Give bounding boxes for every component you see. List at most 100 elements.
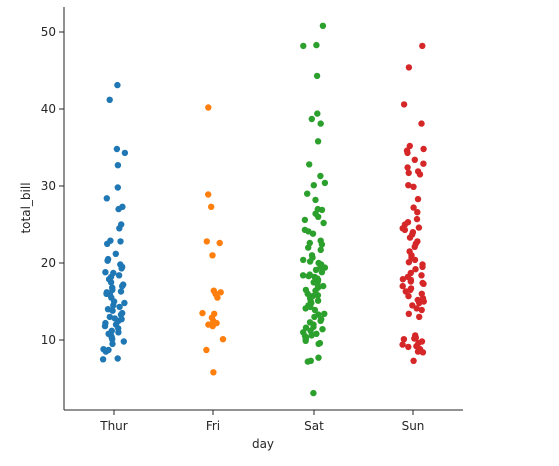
- data-point-thur: [103, 195, 111, 202]
- data-point-sun: [420, 280, 427, 287]
- data-point-thur: [115, 329, 122, 336]
- data-point-sun: [405, 343, 412, 351]
- data-point-sun: [407, 278, 414, 285]
- data-point-sat: [315, 213, 322, 220]
- data-point-sun: [400, 336, 408, 343]
- data-point-sat: [308, 115, 315, 123]
- data-point-sat: [317, 120, 324, 127]
- data-point-thur: [121, 149, 129, 157]
- data-point-sat: [302, 324, 310, 331]
- data-point-sat: [318, 206, 326, 214]
- data-point-sat: [317, 317, 324, 324]
- data-point-fri: [216, 239, 223, 247]
- data-point-sat: [314, 297, 322, 304]
- data-point-thur: [107, 279, 115, 286]
- data-point-thur: [119, 282, 126, 290]
- data-point-thur: [118, 265, 125, 272]
- data-point-sun: [411, 156, 418, 163]
- x-tick-label: Sat: [304, 419, 324, 433]
- data-point-thur: [121, 299, 128, 307]
- data-point-sat: [312, 266, 320, 274]
- data-point-thur: [114, 184, 122, 191]
- data-point-sun: [411, 256, 419, 264]
- data-point-fri: [214, 294, 221, 301]
- data-point-sat: [321, 179, 329, 187]
- data-point-thur: [116, 225, 123, 232]
- data-point-sun: [419, 349, 427, 356]
- data-point-sat: [311, 306, 319, 314]
- data-point-thur: [115, 205, 122, 213]
- data-point-thur: [109, 340, 116, 348]
- data-point-sat: [314, 110, 321, 117]
- data-point-fri: [203, 238, 210, 245]
- data-point-sat: [315, 354, 322, 361]
- data-point-thur: [106, 313, 114, 321]
- data-point-sat: [300, 256, 307, 264]
- data-point-sun: [405, 182, 412, 189]
- data-point-sun: [414, 348, 422, 355]
- data-point-sun: [410, 204, 417, 211]
- data-point-sat: [318, 269, 326, 276]
- data-point-sat: [313, 72, 321, 80]
- y-tick-label: 10: [41, 333, 56, 347]
- data-point-sat: [315, 340, 322, 348]
- data-point-sat: [301, 216, 309, 224]
- data-point-sun: [414, 195, 422, 203]
- data-point-sun: [412, 266, 419, 273]
- data-point-sat: [306, 161, 313, 168]
- y-axis-ticks: 10 20 30 40 50: [41, 25, 64, 347]
- x-tick-label: Sun: [402, 419, 425, 433]
- x-tick-label: Thur: [99, 419, 128, 433]
- data-point-sun: [418, 120, 425, 127]
- data-point-sat: [300, 42, 307, 50]
- data-point-sun: [414, 209, 421, 216]
- data-point-sun: [406, 234, 414, 241]
- data-point-thur: [109, 286, 116, 294]
- data-point-sat: [304, 358, 311, 365]
- data-point-thur: [120, 338, 128, 345]
- y-axis-label: total_bill: [19, 182, 33, 233]
- data-point-sun: [418, 272, 425, 279]
- data-point-sat: [305, 244, 312, 251]
- data-point-sun: [405, 310, 412, 317]
- data-point-thur: [109, 307, 116, 314]
- y-tick-label: 20: [41, 256, 56, 270]
- data-point-thur: [104, 240, 111, 247]
- data-point-sat: [321, 310, 328, 317]
- data-point-sun: [405, 292, 412, 300]
- data-point-sun: [399, 282, 406, 290]
- data-point-sat: [317, 246, 324, 254]
- data-point-sun: [416, 171, 424, 178]
- data-point-sat: [308, 332, 315, 339]
- data-point-thur: [101, 322, 109, 330]
- data-point-sun: [404, 164, 411, 171]
- data-point-sun: [411, 335, 418, 342]
- data-point-sat: [313, 41, 320, 49]
- data-point-sat: [310, 389, 317, 397]
- data-point-thur: [117, 288, 125, 295]
- data-point-sat: [317, 172, 324, 180]
- data-point-sat: [320, 282, 327, 290]
- data-point-sun: [411, 243, 418, 250]
- data-point-sun: [416, 299, 423, 307]
- data-point-sun: [410, 357, 417, 364]
- data-point-sat: [302, 305, 309, 312]
- data-point-fri: [209, 252, 216, 259]
- data-point-sat: [302, 337, 309, 344]
- data-point-thur: [117, 238, 124, 245]
- data-point-sun: [410, 183, 417, 190]
- data-point-sun: [399, 341, 406, 348]
- data-point-sat: [312, 196, 319, 204]
- data-point-sun: [419, 42, 426, 50]
- data-point-thur: [114, 81, 121, 89]
- x-tick-label: Fri: [206, 419, 220, 433]
- data-point-sun: [415, 224, 423, 231]
- data-point-sat: [304, 190, 311, 197]
- data-point-sun: [416, 313, 423, 321]
- data-point-sat: [305, 272, 312, 280]
- data-point-thur: [110, 302, 117, 309]
- data-point-thur: [113, 145, 121, 153]
- data-point-sun: [401, 226, 409, 234]
- data-point-fri: [210, 369, 217, 376]
